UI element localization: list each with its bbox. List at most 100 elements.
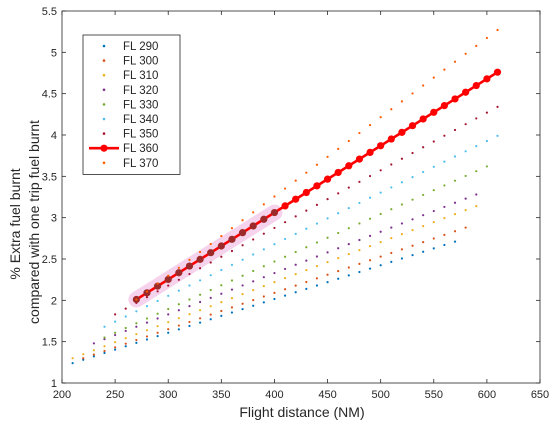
data-point <box>368 196 372 199</box>
y-tick-label: 5.5 <box>42 6 57 18</box>
data-point <box>432 165 435 168</box>
legend-label: FL 320 <box>123 85 158 97</box>
data-point <box>135 325 138 328</box>
data-point <box>453 155 457 158</box>
data-point <box>305 171 308 174</box>
data-point <box>198 293 202 296</box>
data-point <box>390 186 393 189</box>
data-point <box>313 182 321 190</box>
data-point <box>167 331 170 334</box>
data-point <box>302 188 310 197</box>
data-point <box>230 311 234 314</box>
data-point <box>337 247 340 250</box>
data-point <box>209 305 212 308</box>
legend-marker <box>100 144 108 152</box>
data-point <box>390 226 393 229</box>
data-point <box>358 131 361 135</box>
data-point <box>241 274 244 277</box>
data-point <box>252 289 255 292</box>
data-point <box>422 146 425 149</box>
data-point <box>315 284 319 287</box>
data-point <box>273 226 276 230</box>
data-point <box>347 274 350 277</box>
data-point <box>387 135 395 143</box>
data-point <box>167 274 170 277</box>
data-point <box>453 240 457 243</box>
data-point <box>145 338 149 341</box>
data-point <box>326 155 329 158</box>
data-point <box>241 293 244 296</box>
data-point <box>326 236 329 239</box>
data-point <box>411 198 414 201</box>
data-point <box>167 313 170 316</box>
data-point <box>443 68 446 71</box>
data-point <box>188 313 191 316</box>
data-point <box>262 203 265 206</box>
legend-swatch <box>102 88 106 92</box>
data-point <box>156 312 159 315</box>
data-point <box>453 201 457 204</box>
legend-label: FL 370 <box>123 158 158 170</box>
data-point <box>485 165 488 168</box>
data-point <box>135 310 138 313</box>
legend-swatch <box>102 117 106 121</box>
data-point <box>443 160 446 163</box>
data-point <box>283 237 287 241</box>
data-point <box>315 163 319 166</box>
data-point <box>400 181 404 184</box>
data-point <box>188 324 191 328</box>
data-point <box>485 139 488 143</box>
data-point <box>464 123 467 126</box>
data-point <box>114 331 117 334</box>
data-point <box>400 157 404 160</box>
data-point <box>453 212 457 216</box>
data-point <box>196 255 204 263</box>
legend-label: FL 300 <box>123 56 158 68</box>
data-point <box>273 195 276 198</box>
y-tick-label: 2 <box>51 295 57 307</box>
data-point <box>209 288 212 292</box>
data-point <box>432 221 435 224</box>
data-point <box>82 358 85 361</box>
data-point <box>451 95 459 103</box>
data-point <box>103 338 106 341</box>
data-point <box>432 189 435 192</box>
data-point <box>475 204 478 208</box>
data-point <box>305 280 308 284</box>
data-point <box>379 191 382 194</box>
legend-label: FL 350 <box>123 129 158 141</box>
legend-label: FL 340 <box>123 114 158 126</box>
data-point <box>443 243 446 247</box>
data-point <box>377 142 385 150</box>
data-point <box>485 36 488 40</box>
y-tick-label: 3.5 <box>42 171 57 183</box>
data-point <box>366 148 374 157</box>
data-point <box>305 269 308 272</box>
data-point <box>379 264 382 267</box>
data-point <box>252 211 255 214</box>
data-point <box>156 282 159 285</box>
data-point <box>82 353 85 356</box>
data-point <box>355 155 364 163</box>
data-point <box>252 269 255 273</box>
legend-item: FL 300 <box>102 56 158 68</box>
data-point <box>217 242 225 250</box>
y-tick-label: 2.5 <box>42 254 57 266</box>
data-point <box>145 321 149 324</box>
data-point <box>230 263 234 266</box>
data-point <box>273 260 276 263</box>
data-point <box>230 288 234 291</box>
legend-box <box>82 34 181 175</box>
data-point <box>188 320 191 324</box>
data-point <box>198 317 202 320</box>
y-tick-label: 1.5 <box>42 337 57 349</box>
legend-swatch <box>102 161 106 165</box>
data-point <box>326 251 329 254</box>
x-tick-label: 600 <box>478 389 496 401</box>
data-point <box>283 187 287 190</box>
legend-label: FL 360 <box>123 143 158 155</box>
data-point <box>411 151 414 155</box>
data-point <box>177 324 180 327</box>
data-point <box>241 284 244 287</box>
data-point <box>273 281 276 284</box>
